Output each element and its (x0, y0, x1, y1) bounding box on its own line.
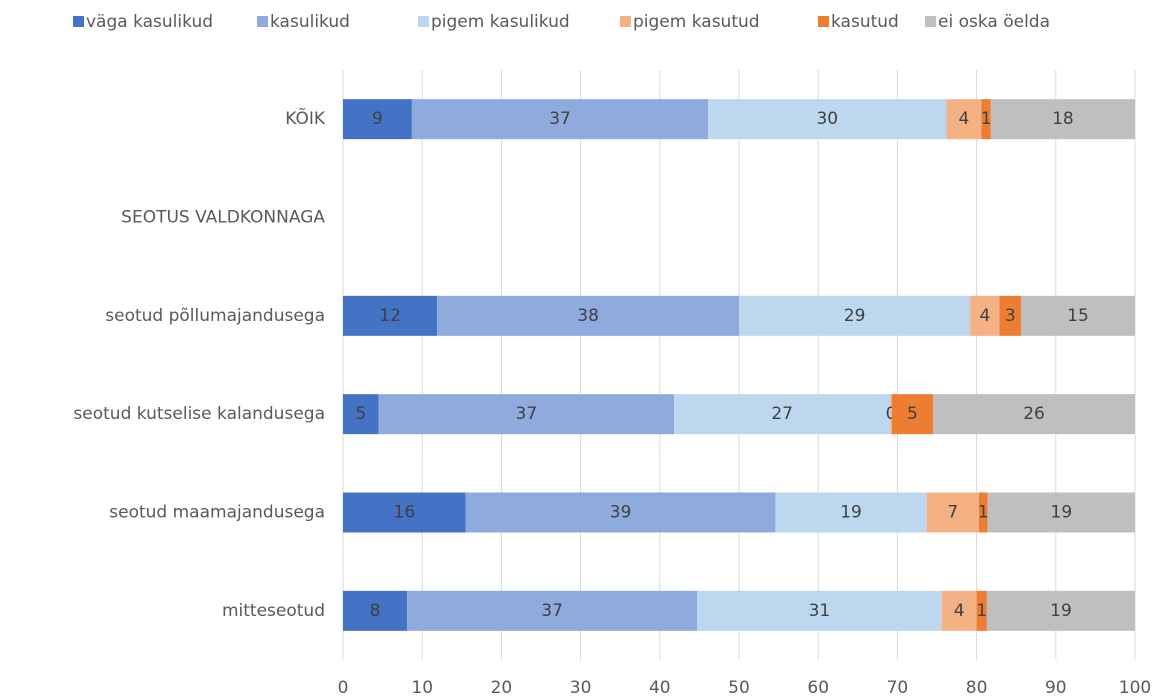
data-label: 1 (976, 601, 987, 621)
data-label: 19 (1051, 503, 1073, 523)
bar-segment (926, 492, 979, 533)
data-label: 4 (954, 601, 965, 621)
bar-segment (775, 492, 927, 533)
legend-swatch (73, 16, 84, 27)
data-label: 39 (610, 503, 632, 523)
bar-segment (987, 492, 1135, 533)
legend-label: pigem kasutud (633, 12, 760, 32)
bar-segment (343, 99, 412, 140)
bar-segment (891, 394, 934, 435)
data-label: 1 (978, 503, 989, 523)
data-label: 19 (840, 503, 862, 523)
y-tick-label: KÕIK (285, 107, 326, 129)
x-tick-label: 10 (411, 678, 433, 697)
bar-segment (1020, 295, 1135, 336)
x-tick-label: 50 (728, 678, 750, 697)
legend-swatch (620, 16, 631, 27)
bar-segment (890, 394, 892, 435)
data-label: 5 (355, 404, 366, 424)
x-tick-label: 70 (887, 678, 909, 697)
data-label: 29 (844, 306, 866, 326)
legend-label: kasutud (831, 12, 899, 32)
data-label: 30 (816, 109, 838, 129)
legend-label: väga kasulikud (86, 12, 213, 32)
y-tick-label: seotud maamajandusega (109, 503, 325, 523)
y-tick-label: seotud kutselise kalandusega (73, 404, 325, 424)
data-label: 37 (549, 109, 571, 129)
bar-segment (986, 590, 1135, 631)
bar-segment (946, 99, 982, 140)
data-label: 12 (379, 306, 401, 326)
bar-segment (465, 492, 776, 533)
x-tick-label: 20 (491, 678, 513, 697)
bar-segment (674, 394, 891, 435)
bar-segment (970, 295, 1000, 336)
data-label: 7 (947, 503, 958, 523)
x-tick-label: 90 (1045, 678, 1067, 697)
data-label: 37 (541, 601, 563, 621)
bar-segment (343, 394, 379, 435)
bar-segment (697, 590, 942, 631)
y-tick-label: SEOTUS VALDKONNAGA (121, 208, 325, 228)
x-tick-label: 80 (966, 678, 988, 697)
data-label: 4 (959, 109, 970, 129)
data-label: 38 (577, 306, 599, 326)
data-label: 1 (981, 109, 992, 129)
bar-segment (976, 590, 987, 631)
y-tick-label: seotud põllumajandusega (105, 306, 325, 326)
legend-label: ei oska öelda (938, 12, 1050, 32)
bar-segment (933, 394, 1135, 435)
legend-swatch (257, 16, 268, 27)
data-label: 0 (886, 404, 897, 424)
legend-swatch (418, 16, 429, 27)
data-label: 27 (771, 404, 793, 424)
data-label: 16 (394, 503, 416, 523)
bar-segment (343, 492, 466, 533)
data-label: 18 (1052, 109, 1074, 129)
legend-label: kasulikud (270, 12, 350, 32)
bar-segment (343, 295, 438, 336)
data-label: 26 (1023, 404, 1045, 424)
data-label: 19 (1050, 601, 1072, 621)
x-tick-label: 40 (649, 678, 671, 697)
bar-segment (990, 99, 1135, 140)
data-label: 4 (980, 306, 991, 326)
x-tick-label: 100 (1119, 678, 1151, 697)
bar-segment (708, 99, 947, 140)
legend-swatch (818, 16, 829, 27)
data-label: 9 (372, 109, 383, 129)
data-label: 3 (1005, 306, 1016, 326)
legend-swatch (925, 16, 936, 27)
data-label: 15 (1067, 306, 1089, 326)
bar-segment (343, 590, 408, 631)
legend-label: pigem kasulikud (431, 12, 570, 32)
bar-segment (941, 590, 977, 631)
x-tick-label: 30 (570, 678, 592, 697)
data-label: 37 (516, 404, 538, 424)
data-label: 31 (809, 601, 831, 621)
bar-segment (411, 99, 709, 140)
x-tick-label: 60 (807, 678, 829, 697)
data-label: 8 (370, 601, 381, 621)
data-label: 5 (907, 404, 918, 424)
bar-segment (999, 295, 1021, 336)
bar-segment (407, 590, 698, 631)
bar-segment (437, 295, 739, 336)
y-tick-label: mitteseotud (222, 601, 325, 621)
bar-segment (739, 295, 971, 336)
bar-segment (981, 99, 991, 140)
bar-segment (378, 394, 675, 435)
bar-segment (978, 492, 988, 533)
x-tick-label: 0 (338, 678, 349, 697)
